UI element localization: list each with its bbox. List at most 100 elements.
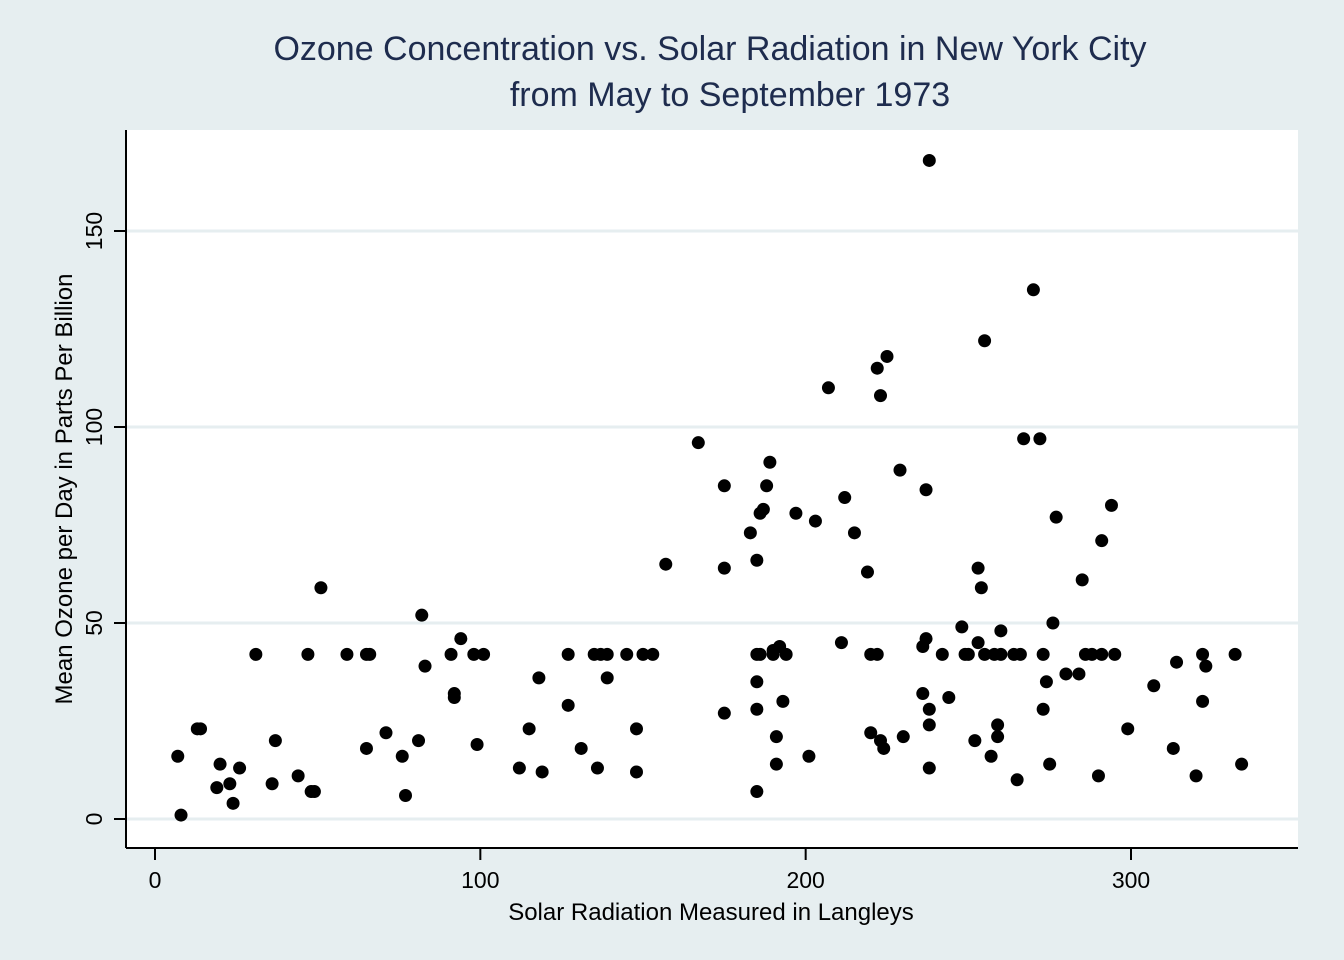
data-point	[307, 785, 321, 799]
data-point	[789, 506, 803, 520]
data-point	[301, 647, 315, 661]
data-point	[535, 765, 549, 779]
data-point	[750, 675, 764, 689]
data-point	[916, 687, 930, 701]
chart-title-line-1: Ozone Concentration vs. Solar Radiation …	[273, 30, 1146, 68]
data-point	[574, 741, 588, 755]
data-point	[1104, 498, 1118, 512]
data-point	[880, 349, 894, 363]
data-point	[223, 777, 237, 791]
data-point	[779, 647, 793, 661]
data-point	[1059, 667, 1073, 681]
data-point	[522, 722, 536, 736]
y-axis-ticks: 0 50 100 150	[81, 212, 126, 826]
data-point	[864, 726, 878, 740]
data-points	[171, 153, 1249, 822]
data-point	[942, 690, 956, 704]
data-point	[600, 671, 614, 685]
data-point	[1091, 769, 1105, 783]
data-point	[935, 647, 949, 661]
data-point	[629, 722, 643, 736]
data-point	[600, 647, 614, 661]
data-point	[922, 761, 936, 775]
data-point	[340, 647, 354, 661]
data-point	[171, 749, 185, 763]
x-tick-label: 200	[786, 867, 824, 893]
data-point	[1196, 647, 1210, 661]
data-point	[994, 647, 1008, 661]
data-point	[412, 734, 426, 748]
data-point	[1010, 773, 1024, 787]
data-point	[955, 620, 969, 634]
y-tick-label: 50	[81, 610, 107, 636]
data-point	[210, 781, 224, 795]
data-point	[1189, 769, 1203, 783]
data-point	[418, 659, 432, 673]
data-point	[776, 694, 790, 708]
data-point	[454, 632, 468, 646]
data-point	[395, 749, 409, 763]
data-point	[760, 479, 774, 493]
x-tick-label: 300	[1112, 867, 1150, 893]
data-point	[860, 565, 874, 579]
data-point	[213, 757, 227, 771]
data-point	[802, 749, 816, 763]
data-point	[838, 491, 852, 505]
data-point	[896, 730, 910, 744]
data-point	[249, 647, 263, 661]
data-point	[769, 757, 783, 771]
data-point	[978, 334, 992, 348]
data-point	[467, 647, 481, 661]
data-point	[1108, 647, 1122, 661]
data-point	[1121, 722, 1135, 736]
data-point	[873, 389, 887, 403]
data-point	[968, 734, 982, 748]
data-point	[753, 647, 767, 661]
data-point	[291, 769, 305, 783]
data-point	[1235, 757, 1249, 771]
data-point	[919, 483, 933, 497]
data-point	[691, 436, 705, 450]
data-point	[415, 608, 429, 622]
data-point	[174, 808, 188, 822]
y-tick-label: 100	[81, 408, 107, 446]
data-point	[1033, 432, 1047, 446]
data-point	[1039, 675, 1053, 689]
data-point	[620, 647, 634, 661]
x-tick-label: 100	[461, 867, 499, 893]
data-point	[265, 777, 279, 791]
data-point	[961, 647, 975, 661]
data-point	[769, 730, 783, 744]
data-point	[847, 526, 861, 540]
data-point	[870, 361, 884, 375]
data-point	[1196, 694, 1210, 708]
data-point	[1072, 667, 1086, 681]
data-point	[636, 647, 650, 661]
chart-title-line-2: from May to September 1973	[510, 76, 950, 114]
data-point	[1026, 283, 1040, 297]
data-point	[971, 561, 985, 575]
data-point	[1075, 573, 1089, 587]
data-point	[233, 761, 247, 775]
data-point	[834, 636, 848, 650]
gridlines	[126, 229, 1298, 821]
data-point	[1147, 679, 1161, 693]
data-point	[717, 479, 731, 493]
data-point	[659, 557, 673, 571]
data-point	[1013, 647, 1027, 661]
data-point	[919, 632, 933, 646]
data-point	[978, 647, 992, 661]
data-point	[1049, 510, 1063, 524]
data-point	[922, 718, 936, 732]
data-point	[974, 581, 988, 595]
data-point	[314, 581, 328, 595]
data-point	[399, 788, 413, 802]
y-tick-label: 0	[81, 813, 107, 826]
data-point	[1085, 647, 1099, 661]
data-point	[447, 690, 461, 704]
data-point	[994, 624, 1008, 638]
x-axis-label: Solar Radiation Measured in Langleys	[508, 899, 914, 926]
data-point	[444, 647, 458, 661]
data-point	[268, 734, 282, 748]
